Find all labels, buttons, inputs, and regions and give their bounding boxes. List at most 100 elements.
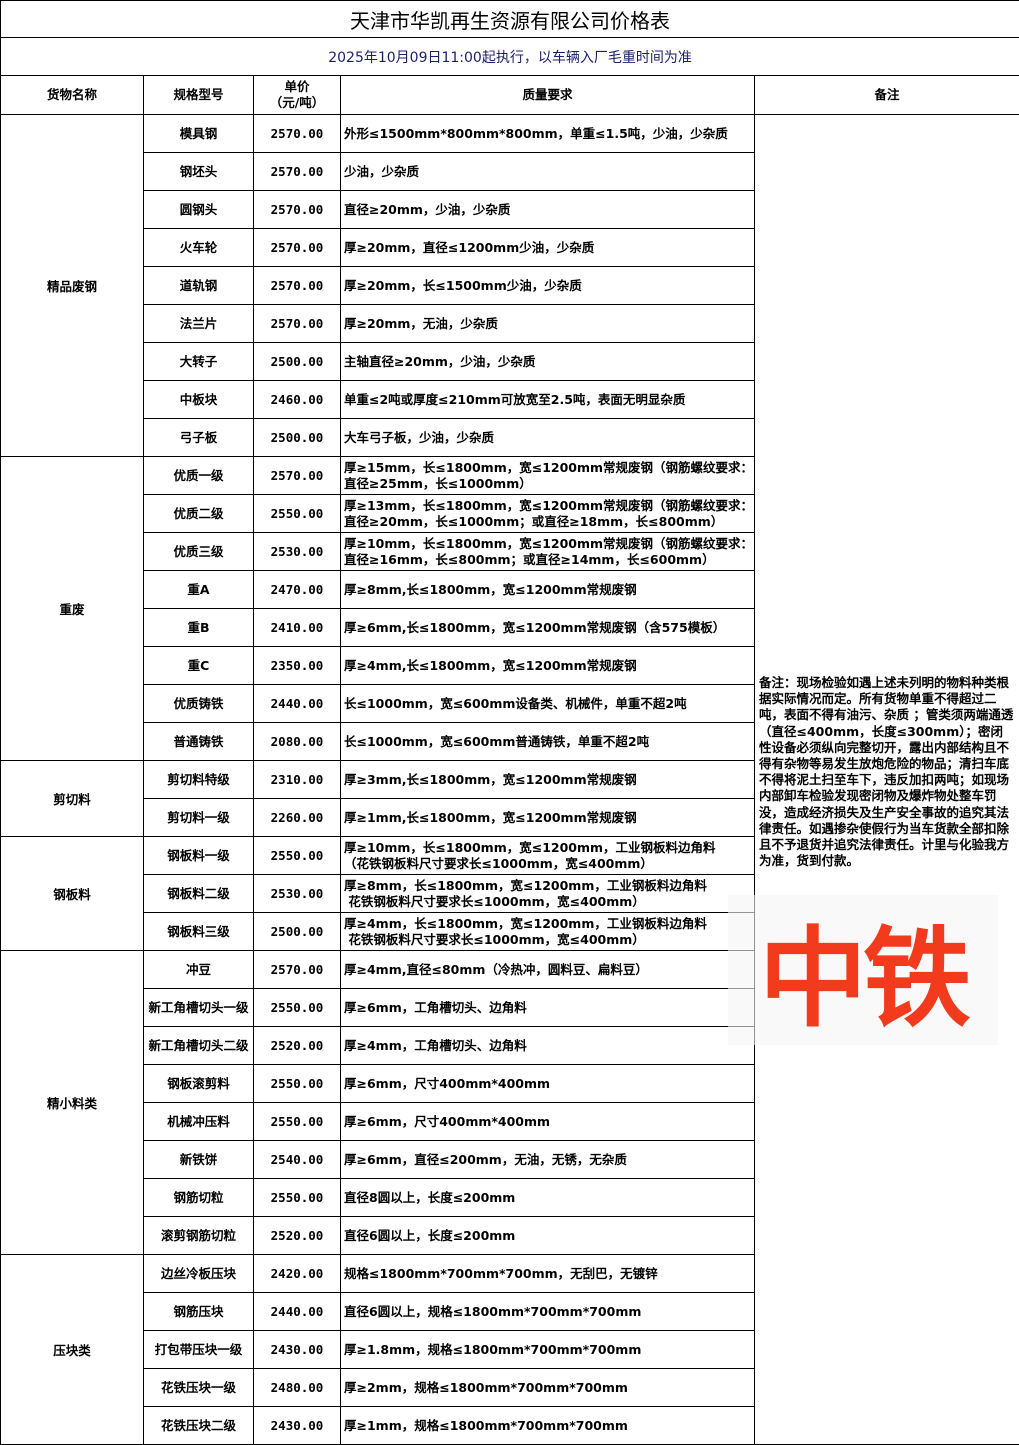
table-row: 打包带压块一级 2430.00 厚≥1.8mm，规格≤1800mm*700mm*70… [1, 1330, 1019, 1369]
table-row: 钢板料 钢板料一级 2550.00 厚≥10mm，长≤1800mm，宽≤1200mm，… [0, 836, 1019, 951]
price-cell: 2440.00 [253, 1292, 341, 1331]
price-cell: 2480.00 [253, 1368, 341, 1407]
price-cell: 2430.00 [253, 1330, 341, 1369]
quality-cell: 直径≥20mm，少油，少杂质 [340, 190, 755, 229]
spec-cell: 打包带压块一级 [143, 1330, 254, 1369]
spec-cell: 新铁饼 [143, 1140, 254, 1179]
spec-cell: 火车轮 [143, 228, 254, 267]
table-row: 圆钢头 2570.00 直径≥20mm，少油，少杂质 [1, 190, 1019, 229]
table-row: 钢坯头 2570.00 少油，少杂质 [1, 152, 1019, 191]
spec-cell: 滚剪钢筋切粒 [143, 1216, 254, 1255]
quality-cell: 厚≥1mm，规格≤1800mm*700mm*700mm [340, 1406, 755, 1445]
table-row: 钢筋压块 2440.00 直径6圆以上，规格≤1800mm*700mm*700mm [1, 1292, 1019, 1331]
table-row: 机械冲压料 2550.00 厚≥6mm，尺寸400mm*400mm [1, 1102, 1019, 1141]
table-row: 优质铸铁 2440.00 长≤1000mm，宽≤600mm设备类、机械件，单重不超2… [1, 684, 1019, 723]
header-spec: 规格型号 [143, 75, 254, 115]
effective-date-note: 2025年10月09日11:00起执行，以车辆入厂毛重时间为准 [0, 37, 1019, 76]
quality-cell: 厚≥6mm，尺寸400mm*400mm [340, 1102, 755, 1141]
table-row: 花铁压块一级 2480.00 厚≥2mm，规格≤1800mm*700mm*700mm [1, 1368, 1019, 1407]
price-cell: 2520.00 [253, 1026, 341, 1065]
table-row: 道轨钢 2570.00 厚≥20mm，长≤1500mm少油，少杂质 [1, 266, 1019, 305]
price-cell: 2080.00 [253, 722, 341, 761]
category-cell: 精小料类 [0, 950, 144, 1255]
price-cell: 2550.00 [253, 1178, 341, 1217]
spec-cell: 钢筋压块 [143, 1292, 254, 1331]
price-cell: 2570.00 [253, 228, 341, 267]
quality-cell: 厚≥10mm，长≤1800mm，宽≤1200mm常规废钢（钢筋螺纹要求：直径≥1… [340, 532, 755, 571]
spec-cell: 钢板料二级 [143, 874, 254, 913]
price-cell: 2350.00 [253, 646, 341, 685]
spec-cell: 剪切料特级 [143, 760, 254, 799]
table-row: 法兰片 2570.00 厚≥20mm，无油，少杂质 [1, 304, 1019, 343]
price-cell: 2420.00 [253, 1254, 341, 1293]
price-cell: 2430.00 [253, 1406, 341, 1445]
header-quality: 质量要求 [340, 75, 755, 115]
watermark-logo: 中铁 [728, 895, 998, 1045]
quality-cell: 厚≥8mm,长≤1800mm，宽≤1200mm常规废钢 [340, 570, 755, 609]
quality-cell: 厚≥10mm，长≤1800mm，宽≤1200mm，工业钢板料边角料 （花铁钢板料… [340, 836, 755, 875]
quality-cell: 厚≥6mm，尺寸400mm*400mm [340, 1064, 755, 1103]
category-cell: 钢板料 [0, 836, 144, 951]
spec-cell: 花铁压块一级 [143, 1368, 254, 1407]
table-row: 优质二级 2550.00 厚≥13mm，长≤1800mm，宽≤1200mm常规废钢（… [1, 494, 1019, 533]
category-cell: 剪切料 [0, 760, 144, 837]
price-cell: 2530.00 [253, 532, 341, 571]
price-cell: 2570.00 [253, 152, 341, 191]
quality-cell: 厚≥6mm,长≤1800mm，宽≤1200mm常规废钢（含575模板） [340, 608, 755, 647]
spec-cell: 钢板滚剪料 [143, 1064, 254, 1103]
price-cell: 2550.00 [253, 1064, 341, 1103]
price-cell: 2500.00 [253, 418, 341, 457]
quality-cell: 厚≥4mm，工角槽切头、边角料 [340, 1026, 755, 1065]
spec-cell: 剪切料一级 [143, 798, 254, 837]
price-cell: 2550.00 [253, 494, 341, 533]
price-cell: 2550.00 [253, 836, 341, 875]
remark-cell: 备注：现场检验如遇上述未列明的物料种类根据实际情况而定。所有货物单重不得超过二吨… [753, 114, 1019, 1445]
spec-cell: 钢坯头 [143, 152, 254, 191]
spec-cell: 中板块 [143, 380, 254, 419]
quality-cell: 厚≥4mm，长≤1800mm，宽≤1200mm，工业钢板料边角料 花铁钢板料尺寸… [340, 912, 755, 951]
table-row: 剪切料 剪切料特级 2310.00 厚≥3mm,长≤1800mm，宽≤1200mm常规… [0, 760, 1019, 837]
spec-cell: 法兰片 [143, 304, 254, 343]
table-row: 压块类 边丝冷板压块 2420.00 规格≤1800mm*700mm*700mm，无刮… [0, 1254, 1019, 1445]
quality-cell: 厚≥1mm,长≤1800mm，宽≤1200mm常规废钢 [340, 798, 755, 837]
quality-cell: 大车弓子板，少油，少杂质 [340, 418, 755, 457]
spec-cell: 钢筋切粒 [143, 1178, 254, 1217]
quality-cell: 厚≥20mm，直径≤1200mm少油，少杂质 [340, 228, 755, 267]
price-cell: 2570.00 [253, 114, 341, 153]
spec-cell: 优质铸铁 [143, 684, 254, 723]
category-cell: 精品废钢 [0, 114, 144, 457]
quality-cell: 厚≥20mm，无油，少杂质 [340, 304, 755, 343]
price-cell: 2550.00 [253, 988, 341, 1027]
spec-cell: 弓子板 [143, 418, 254, 457]
price-cell: 2460.00 [253, 380, 341, 419]
quality-cell: 直径6圆以上，长度≤200mm [340, 1216, 755, 1255]
quality-cell: 主轴直径≥20mm，少油，少杂质 [340, 342, 755, 381]
quality-cell: 厚≥3mm,长≤1800mm，宽≤1200mm常规废钢 [340, 760, 755, 799]
quality-cell: 厚≥4mm,长≤1800mm，宽≤1200mm常规废钢 [340, 646, 755, 685]
price-cell: 2570.00 [253, 304, 341, 343]
header-name: 货物名称 [0, 75, 144, 115]
quality-cell: 长≤1000mm，宽≤600mm普通铸铁，单重不超2吨 [340, 722, 755, 761]
quality-cell: 直径8圆以上，长度≤200mm [340, 1178, 755, 1217]
price-cell: 2540.00 [253, 1140, 341, 1179]
table-row: 优质三级 2530.00 厚≥10mm，长≤1800mm，宽≤1200mm常规废钢（… [1, 532, 1019, 571]
quality-cell: 厚≥6mm，直径≤200mm，无油，无锈，无杂质 [340, 1140, 755, 1179]
table-row: 弓子板 2500.00 大车弓子板，少油，少杂质 [1, 418, 1019, 457]
spec-cell: 优质一级 [143, 456, 254, 495]
spec-cell: 重C [143, 646, 254, 685]
quality-cell: 厚≥13mm，长≤1800mm，宽≤1200mm常规废钢（钢筋螺纹要求：直径≥2… [340, 494, 755, 533]
quality-cell: 外形≤1500mm*800mm*800mm，单重≤1.5吨，少油，少杂质 [340, 114, 755, 153]
quality-cell: 规格≤1800mm*700mm*700mm，无刮巴，无镀锌 [340, 1254, 755, 1293]
spec-cell: 重A [143, 570, 254, 609]
spec-cell: 机械冲压料 [143, 1102, 254, 1141]
quality-cell: 厚≥15mm，长≤1800mm，宽≤1200mm常规废钢（钢筋螺纹要求：直径≥2… [340, 456, 755, 495]
table-row: 重B 2410.00 厚≥6mm,长≤1800mm，宽≤1200mm常规废钢（含57… [1, 608, 1019, 647]
table-row: 花铁压块二级 2430.00 厚≥1mm，规格≤1800mm*700mm*700mm [1, 1406, 1019, 1445]
header-remark: 备注 [753, 75, 1019, 115]
table-row: 精品废钢 模具钢 2570.00 外形≤1500mm*800mm*800mm，单重≤1… [0, 114, 1019, 1445]
quality-cell: 直径6圆以上，规格≤1800mm*700mm*700mm [340, 1292, 755, 1331]
table-row: 火车轮 2570.00 厚≥20mm，直径≤1200mm少油，少杂质 [1, 228, 1019, 267]
header-price: 单价 （元/吨） [253, 75, 341, 115]
quality-cell: 厚≥2mm，规格≤1800mm*700mm*700mm [340, 1368, 755, 1407]
